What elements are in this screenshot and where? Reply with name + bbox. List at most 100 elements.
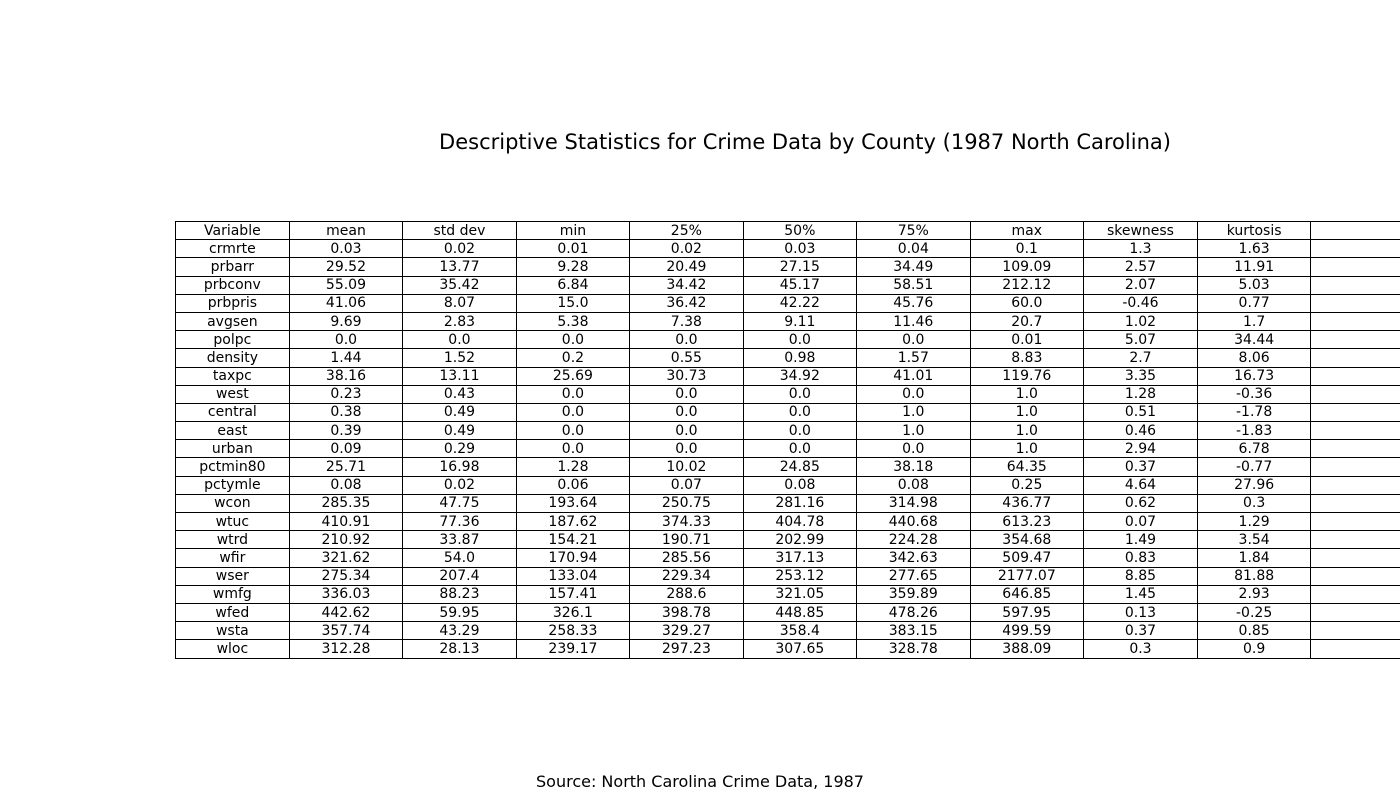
table-cell: 60.0	[969, 293, 1085, 313]
table-cell: 0.02	[402, 239, 517, 259]
variable-name-cell: prbarr	[175, 257, 290, 277]
table-cell: 34.42	[629, 275, 744, 295]
table-cell: 275.34	[288, 566, 404, 586]
variable-name-cell: taxpc	[175, 366, 290, 386]
table-cell: 288.6	[629, 584, 744, 604]
table-cell: 0.0	[515, 402, 631, 423]
table-cell: 317.13	[742, 548, 858, 568]
source-note: Source: North Carolina Crime Data, 1987	[536, 772, 864, 791]
table-cell: 499.59	[969, 621, 1085, 641]
table-cell: 5.03	[1196, 275, 1312, 295]
table-cell: -1.83	[1196, 421, 1312, 441]
empty-trailing-cell	[1310, 475, 1400, 495]
table-row: wfed 442.62 59.95 326.1 398.78 448.85 478.26 59…	[175, 602, 1400, 623]
table-cell: 0.0	[856, 330, 971, 350]
table-cell: 9.28	[515, 257, 631, 277]
table-cell: 1.57	[856, 348, 971, 368]
table-row: taxpc 38.16 13.11 25.69 30.73 34.92 41.01 119.7…	[175, 366, 1400, 386]
table-cell: 1.0	[969, 402, 1085, 423]
table-cell: 35.42	[402, 275, 517, 295]
table-cell: 509.47	[969, 548, 1085, 568]
empty-trailing-cell	[1310, 530, 1400, 550]
table-cell: 0.0	[629, 330, 744, 350]
table-cell: 1.3	[1083, 239, 1198, 259]
table-cell: 436.77	[969, 493, 1085, 514]
table-cell: -0.46	[1083, 293, 1198, 313]
table-cell: 359.89	[856, 584, 971, 604]
table-cell: 6.78	[1196, 439, 1312, 459]
empty-trailing-cell	[1310, 457, 1400, 477]
table-cell: 24.85	[742, 457, 858, 477]
table-row: prbarr 29.52 13.77 9.28 20.49 27.15 34.49 109.0…	[175, 257, 1400, 277]
variable-name-cell: crmrte	[175, 239, 290, 259]
empty-trailing-cell	[1310, 220, 1400, 241]
table-cell: 2.07	[1083, 275, 1198, 295]
variable-name-cell: avgsen	[175, 311, 290, 332]
table-cell: 0.0	[515, 421, 631, 441]
table-cell: 328.78	[856, 639, 971, 659]
table-cell: 1.28	[1083, 384, 1198, 404]
empty-trailing-cell	[1310, 548, 1400, 568]
table-row: wloc 312.28 28.13 239.17 297.23 307.65 328.78 3…	[175, 639, 1400, 659]
table-cell: 2.83	[402, 311, 517, 332]
column-header: Variable	[175, 220, 290, 241]
table-cell: 38.18	[856, 457, 971, 477]
empty-trailing-cell	[1310, 293, 1400, 313]
table-cell: 374.33	[629, 511, 744, 532]
table-cell: 250.75	[629, 493, 744, 514]
table-row: pctmin80 25.71 16.98 1.28 10.02 24.85 38.18 64.…	[175, 457, 1400, 477]
table-cell: 36.42	[629, 293, 744, 313]
table-cell: 277.65	[856, 566, 971, 586]
table-cell: 27.96	[1196, 475, 1312, 495]
table-cell: 0.23	[288, 384, 404, 404]
table-cell: 202.99	[742, 530, 858, 550]
table-cell: 224.28	[856, 530, 971, 550]
table-cell: 5.07	[1083, 330, 1198, 350]
table-cell: 0.0	[288, 330, 404, 350]
table-cell: 0.0	[856, 439, 971, 459]
table-cell: 0.55	[629, 348, 744, 368]
table-cell: 0.08	[856, 475, 971, 495]
table-cell: 0.07	[1083, 511, 1198, 532]
table-row: west 0.23 0.43 0.0 0.0 0.0 0.0 1.0 1.28 -0.36	[175, 384, 1400, 404]
table-cell: 314.98	[856, 493, 971, 514]
table-row: density 1.44 1.52 0.2 0.55 0.98 1.57 8.83 2.7 8.0…	[175, 348, 1400, 368]
table-cell: 312.28	[288, 639, 404, 659]
variable-name-cell: wsta	[175, 621, 290, 641]
table-cell: 3.54	[1196, 530, 1312, 550]
table-cell: 0.37	[1083, 621, 1198, 641]
table-cell: 38.16	[288, 366, 404, 386]
table-cell: 1.29	[1196, 511, 1312, 532]
table-cell: 440.68	[856, 511, 971, 532]
table-cell: 88.23	[402, 584, 517, 604]
empty-trailing-cell	[1310, 239, 1400, 259]
table-cell: 16.73	[1196, 366, 1312, 386]
table-row: prbpris 41.06 8.07 15.0 36.42 42.22 45.76 60.0-…	[175, 293, 1400, 313]
table-cell: 613.23	[969, 511, 1085, 532]
table-cell: 1.0	[969, 384, 1085, 404]
table-cell: 58.51	[856, 275, 971, 295]
table-cell: 29.52	[288, 257, 404, 277]
table-cell: 9.11	[742, 311, 858, 332]
table-cell: 77.36	[402, 511, 517, 532]
stats-table-container: Variable mean std dev min 25% 50% 75% max skewne…	[175, 220, 1400, 659]
table-cell: 41.01	[856, 366, 971, 386]
table-cell: 0.01	[515, 239, 631, 259]
table-cell: 281.16	[742, 493, 858, 514]
table-cell: 0.0	[515, 439, 631, 459]
empty-trailing-cell	[1310, 439, 1400, 459]
table-cell: 8.06	[1196, 348, 1312, 368]
table-cell: 398.78	[629, 602, 744, 623]
table-cell: 1.49	[1083, 530, 1198, 550]
table-cell: 16.98	[402, 457, 517, 477]
empty-trailing-cell	[1310, 493, 1400, 514]
table-cell: 0.0	[742, 384, 858, 404]
table-cell: 59.95	[402, 602, 517, 623]
table-cell: 0.04	[856, 239, 971, 259]
table-cell: 11.46	[856, 311, 971, 332]
empty-trailing-cell	[1310, 511, 1400, 532]
table-cell: 285.56	[629, 548, 744, 568]
empty-trailing-cell	[1310, 566, 1400, 586]
table-cell: 212.12	[969, 275, 1085, 295]
table-cell: 54.0	[402, 548, 517, 568]
